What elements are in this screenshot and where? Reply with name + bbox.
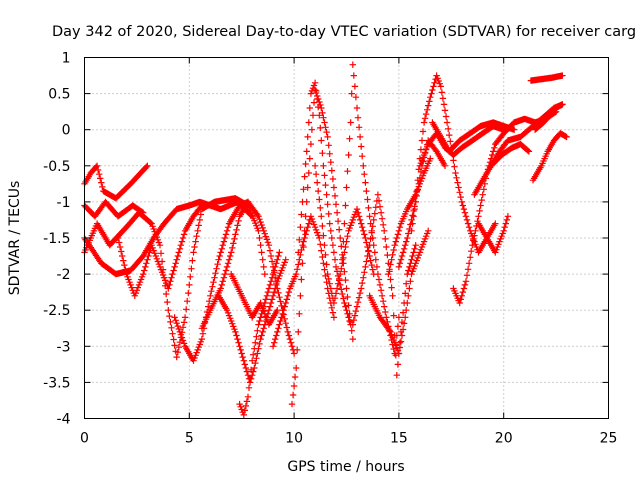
- y-tick-label: 0: [62, 123, 71, 139]
- data-track: [527, 72, 566, 84]
- data-point-markers: [527, 72, 566, 84]
- data-track: [531, 101, 566, 133]
- y-tick-label: -2.5: [43, 303, 70, 319]
- x-tick-label: 0: [80, 431, 89, 447]
- x-tick-label: 20: [495, 431, 513, 447]
- data-track: [339, 61, 403, 357]
- y-tick-label: -3: [57, 339, 71, 355]
- data-track: [349, 191, 419, 379]
- data-track: [385, 155, 434, 278]
- y-tick-label: 0.5: [48, 87, 70, 103]
- chart-title: Day 342 of 2020, Sidereal Day-to-day VTE…: [52, 24, 636, 40]
- y-axis-label: SDTVAR / TECUs: [7, 181, 23, 296]
- y-tick-labels: -4 -3.5 -3 -2.5 -2 -1.5 -1 -0.5 0 0.5 1: [43, 51, 70, 428]
- y-tick-label: -3.5: [43, 375, 70, 391]
- axis-ticks: [84, 57, 609, 419]
- data-point-markers: [288, 86, 356, 408]
- data-point-markers: [311, 162, 377, 307]
- y-tick-label: -0.5: [43, 159, 70, 175]
- data-point-markers: [215, 256, 289, 386]
- data-track: [215, 256, 289, 386]
- y-tick-label: -1: [57, 195, 71, 211]
- data-point-markers: [475, 213, 512, 256]
- y-tick-label: -1.5: [43, 231, 70, 247]
- data-point-markers: [531, 101, 566, 133]
- y-tick-label: 1: [62, 51, 71, 67]
- data-track: [475, 213, 512, 256]
- data-point-markers: [385, 155, 434, 278]
- x-tick-label: 25: [600, 431, 618, 447]
- data-track: [114, 202, 206, 299]
- data-point-markers: [236, 249, 283, 419]
- x-tick-label: 15: [390, 431, 408, 447]
- data-track: [529, 130, 570, 184]
- data-point-markers: [366, 227, 432, 357]
- plot-frame: [84, 57, 609, 419]
- data-point-markers: [339, 61, 403, 357]
- grid: [84, 57, 609, 419]
- data-track: [288, 86, 356, 408]
- x-tick-label: 5: [185, 431, 194, 447]
- x-tick-label: 10: [285, 431, 303, 447]
- data-point-markers: [81, 162, 151, 202]
- x-tick-labels: 0 5 10 15 20 25: [80, 431, 617, 447]
- data-marks: [81, 61, 570, 419]
- data-track: [236, 249, 283, 419]
- data-track: [81, 162, 151, 202]
- data-track: [429, 119, 518, 155]
- data-point-markers: [529, 130, 570, 184]
- x-axis-label: GPS time / hours: [287, 459, 404, 475]
- data-point-markers: [429, 119, 518, 155]
- y-tick-label: -4: [57, 412, 71, 428]
- data-point-markers: [349, 191, 419, 379]
- data-point-markers: [487, 140, 533, 169]
- y-tick-label: -2: [57, 267, 71, 283]
- data-point-markers: [114, 202, 206, 299]
- data-track: [487, 140, 533, 169]
- data-track: [311, 162, 377, 307]
- data-track: [366, 227, 432, 357]
